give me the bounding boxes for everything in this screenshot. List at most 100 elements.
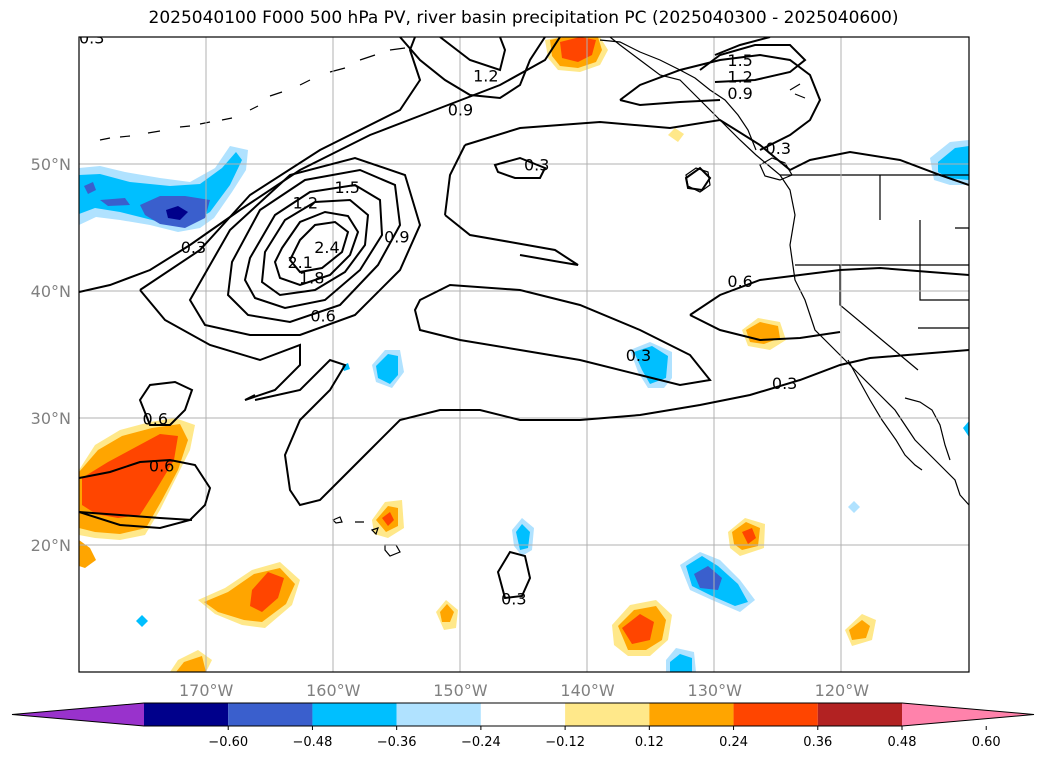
contour-label: 2.4: [314, 238, 339, 257]
contour-label: 0.3: [766, 139, 791, 158]
pv-contour: [684, 166, 712, 192]
pv-contour: [689, 266, 969, 316]
coastline-north-america: [609, 37, 969, 506]
map-frame: [78, 36, 970, 673]
aleutians: [99, 47, 406, 141]
pv-contour: [288, 220, 350, 274]
precip-negative-region: [100, 198, 130, 206]
pv-contour: [273, 210, 360, 287]
contour-label: 1.5: [727, 51, 752, 70]
lon-tick-label: 170°W: [179, 681, 234, 700]
precip-positive-region: [79, 540, 96, 568]
contour-label: 0.3: [79, 28, 104, 47]
colorbar-segment: [649, 703, 734, 726]
precip-positive-region: [176, 656, 206, 672]
contour-labels: 0.31.21.51.20.90.90.30.31.51.20.30.92.42…: [79, 28, 797, 609]
contour-label: 0.6: [310, 306, 335, 325]
pv-contour: [79, 458, 212, 530]
colorbar-tick-label: 0.36: [803, 735, 832, 750]
lon-tick-label: 130°W: [688, 681, 743, 700]
pv-contour: [699, 44, 807, 83]
colorbar: −0.60 −0.48 −0.36 −0.24 −0.12 0.12 0.24 0.36 0.4…: [11, 702, 1035, 750]
colorbar-segment: [144, 703, 229, 726]
pv-contour: [496, 550, 532, 600]
colorbar-tick-label: −0.48: [293, 735, 333, 750]
colorbar-tick-label: 0.48: [888, 735, 917, 750]
pv-contour: [226, 168, 402, 324]
precip-positive-region: [622, 614, 654, 644]
pv-contour: [260, 198, 370, 297]
contour-label: 0.9: [727, 84, 752, 103]
colorbar-tick-label: −0.24: [461, 735, 501, 750]
contour-label: 1.2: [727, 68, 752, 87]
hawaii: [331, 516, 401, 557]
pv-contour: [413, 283, 712, 387]
precip-negative-region: [136, 615, 148, 627]
contour-label: 0.9: [448, 101, 473, 120]
longitude-ticks: 170°W 160°W 150°W 140°W 130°W 120°W: [179, 681, 869, 700]
colorbar-segment: [480, 703, 566, 726]
precip-negative-region: [166, 206, 188, 220]
contour-label: 1.8: [299, 268, 324, 287]
contour-label: 1.2: [293, 193, 318, 212]
pv-contour: [714, 37, 771, 56]
pv-contours: [79, 37, 969, 600]
pv-contour: [399, 37, 546, 100]
colorbar-tick-label: 0.12: [635, 735, 664, 750]
colorbar-outline: [11, 702, 1035, 727]
colorbar-segment: [228, 703, 313, 726]
colorbar-segment: [733, 703, 818, 726]
contour-label: 0.3: [772, 374, 797, 393]
precip-negative-region: [694, 566, 722, 590]
lon-tick-label: 160°W: [306, 681, 361, 700]
lon-tick-label: 140°W: [560, 681, 615, 700]
map-title: 2025040100 F000 500 hPa PV, river basin …: [148, 8, 899, 28]
pv-contour: [619, 99, 721, 107]
pv-contour: [139, 289, 301, 401]
latitude-ticks: 20°N 30°N 40°N 50°N: [31, 155, 71, 555]
precip-positive-region: [668, 128, 684, 142]
pv-contour: [79, 37, 561, 293]
contour-label: 1.2: [473, 66, 498, 85]
precip-negative-region: [516, 524, 530, 550]
colorbar-segment: [565, 703, 650, 726]
coastline-baja: [847, 359, 923, 471]
precip-negative-region: [84, 182, 96, 194]
pv-contour: [243, 183, 384, 310]
border-states: [795, 175, 969, 371]
precip-negative-region: [634, 346, 668, 384]
pv-contour: [444, 144, 579, 266]
pv-contour: [439, 37, 507, 72]
precip-negative-region: [848, 501, 860, 513]
islands: [685, 83, 806, 193]
precip-shading: [79, 37, 969, 672]
lat-tick-label: 30°N: [31, 409, 71, 428]
coastlines: [99, 37, 969, 557]
colorbar-tick-label: −0.12: [545, 735, 585, 750]
colorbar-segment: [817, 703, 902, 726]
contour-label: 0.3: [501, 590, 526, 609]
precip-positive-region: [849, 620, 870, 640]
precip-positive-region: [82, 434, 178, 518]
contour-label: 1.5: [335, 178, 360, 197]
colorbar-tick-label: 0.24: [719, 735, 748, 750]
lon-tick-label: 120°W: [815, 681, 870, 700]
coastline-alaska: [599, 39, 757, 151]
lon-tick-label: 150°W: [433, 681, 488, 700]
contour-label: 0.3: [524, 155, 549, 174]
precip-negative-region: [938, 146, 969, 180]
contour-label: 0.3: [626, 346, 651, 365]
colorbar-extend-min: [12, 703, 144, 726]
contour-label: 0.3: [181, 238, 206, 257]
graticule: [79, 37, 969, 672]
precip-positive-region: [440, 604, 454, 622]
pv-contour: [493, 156, 547, 179]
colorbar-tick-label: −0.36: [377, 735, 417, 750]
contour-label: 0.6: [143, 409, 168, 428]
pv-contour: [619, 53, 822, 151]
precip-positive-region: [742, 528, 756, 544]
colorbar-extend-max: [902, 703, 1034, 726]
lat-tick-label: 40°N: [31, 282, 71, 301]
colorbar-segment: [312, 703, 397, 726]
